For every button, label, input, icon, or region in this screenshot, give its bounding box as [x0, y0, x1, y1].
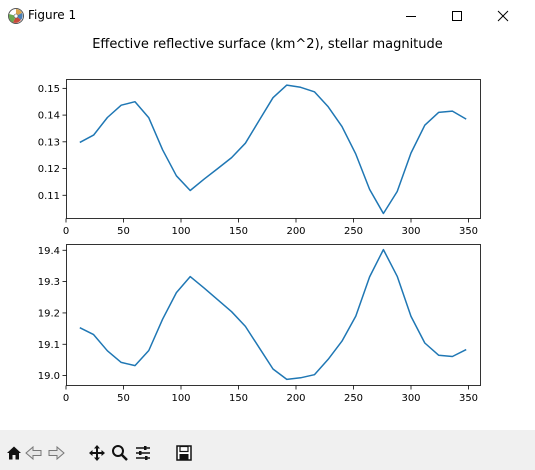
home-button[interactable] — [5, 442, 23, 464]
save-button[interactable] — [174, 442, 194, 464]
x-tick-label: 100 — [171, 393, 190, 404]
maximize-icon — [452, 11, 462, 21]
y-tick-label: 0.14 — [38, 111, 60, 122]
magnifier-icon — [112, 445, 128, 461]
x-tick-label: 250 — [344, 226, 363, 237]
x-tick-label: 200 — [286, 393, 305, 404]
y-tick-label: 0.13 — [38, 137, 60, 148]
floppy-disk-icon — [176, 445, 192, 461]
y-tick-label: 0.11 — [38, 191, 60, 202]
x-tick-label: 350 — [459, 226, 478, 237]
y-tick-label: 19.2 — [38, 308, 60, 319]
axes-1: 0 50 100 150 200 250 300 350 0.11 0.12 0.13 0.14 0.1… — [38, 79, 481, 237]
y-tick-label: 19.0 — [38, 371, 60, 382]
window-title: Figure 1 — [28, 8, 77, 22]
maximize-button[interactable] — [434, 0, 480, 32]
move-icon — [89, 445, 105, 461]
x-tick-label: 150 — [229, 393, 248, 404]
navigation-toolbar — [0, 430, 535, 470]
x-tick-label: 250 — [344, 393, 363, 404]
forward-button[interactable] — [46, 442, 66, 464]
home-icon — [7, 446, 21, 460]
x-tick-label: 150 — [229, 226, 248, 237]
figure-canvas: 0 50 100 150 200 250 300 350 0.11 0.12 0.13 0.14 0.1… — [38, 79, 481, 404]
x-tick-label: 300 — [401, 393, 420, 404]
title-bar: Figure 1 — [0, 0, 535, 32]
minimize-button[interactable] — [388, 0, 434, 32]
close-icon — [497, 10, 509, 22]
configure-subplots-button[interactable] — [133, 442, 153, 464]
x-tick-label: 50 — [117, 393, 130, 404]
x-tick-label: 0 — [63, 226, 69, 237]
pan-button[interactable] — [87, 442, 107, 464]
y-tick-label: 0.15 — [38, 84, 60, 95]
axes-2: 0 50 100 150 200 250 300 350 19.0 19.1 19.2 19.3 19.… — [38, 244, 481, 404]
zoom-button[interactable] — [110, 442, 130, 464]
series-line — [79, 84, 467, 215]
arrow-left-icon — [25, 445, 42, 461]
close-button[interactable] — [480, 0, 526, 32]
x-tick-label: 350 — [459, 393, 478, 404]
minimize-icon — [406, 16, 416, 17]
sliders-icon — [136, 446, 150, 460]
back-button[interactable] — [24, 442, 44, 464]
arrow-right-icon — [48, 445, 65, 461]
figure-title: Effective reflective surface (km^2), ste… — [92, 37, 443, 52]
x-tick-label: 200 — [286, 226, 305, 237]
y-tick-label: 19.4 — [38, 246, 60, 257]
x-tick-label: 0 — [63, 393, 69, 404]
y-tick-label: 19.1 — [38, 340, 60, 351]
x-tick-label: 50 — [117, 226, 130, 237]
x-tick-label: 300 — [401, 226, 420, 237]
axes-frame — [66, 79, 481, 219]
series-line — [79, 248, 467, 381]
y-tick-label: 0.12 — [38, 164, 60, 175]
matplotlib-logo-icon — [8, 8, 24, 24]
axes-frame — [66, 244, 481, 386]
y-tick-label: 19.3 — [38, 277, 60, 288]
x-tick-label: 100 — [171, 226, 190, 237]
